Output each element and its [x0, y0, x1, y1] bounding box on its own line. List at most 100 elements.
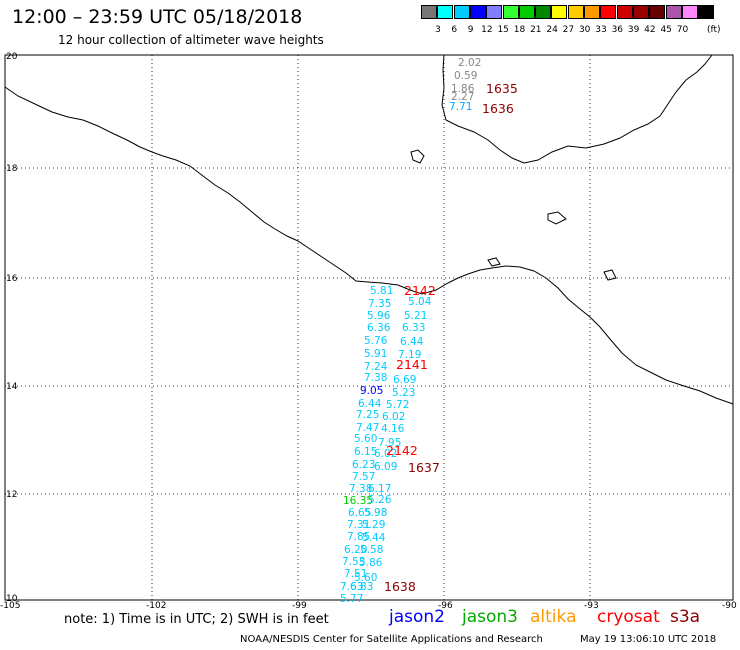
wave-value: 6.65 — [348, 507, 372, 519]
wave-value: 6.17 — [368, 483, 392, 495]
scale-label: 30 — [578, 25, 591, 35]
wave-value: 6.09 — [374, 461, 398, 473]
island-3 — [487, 257, 501, 267]
island-1 — [410, 149, 425, 164]
pass-label: 1637 — [408, 460, 440, 475]
lon-tick-label: -99 — [292, 601, 307, 611]
wave-value: 5.96 — [367, 310, 391, 322]
wave-value: 7.85 — [347, 531, 371, 543]
scale-swatch — [535, 5, 552, 19]
scale-swatch — [616, 5, 633, 19]
wave-value: 6.33 — [402, 322, 426, 334]
lon-tick-label: -93 — [584, 601, 599, 611]
scale-swatch — [421, 5, 437, 19]
scale-label: 15 — [497, 25, 509, 35]
wave-value: 7.51 — [344, 568, 368, 580]
scale-label: 33 — [595, 25, 607, 35]
wave-value: 5.23 — [392, 387, 416, 399]
wave-value: 5.72 — [386, 399, 410, 411]
wave-value: 7.35 — [368, 298, 392, 310]
wave-value: 7.95 — [378, 437, 402, 449]
wave-value: 6.69 — [393, 374, 417, 386]
wave-value: 5.60 — [354, 572, 378, 584]
scale-swatch — [600, 5, 617, 19]
scale-label: 24 — [546, 25, 558, 35]
wave-value: 5.86 — [359, 557, 383, 569]
lat-tick-label: 12 — [6, 490, 18, 500]
scale-label: 42 — [644, 25, 656, 35]
lon-tick-label: -105 — [0, 601, 21, 611]
lat-tick-label: 10 — [6, 594, 18, 604]
wave-value: 16.35 — [343, 495, 374, 507]
island-2 — [547, 211, 567, 225]
map-border — [4, 54, 734, 601]
scale-swatch — [632, 5, 649, 19]
pass-label: 1638 — [384, 579, 416, 594]
wave-value: 7.38 — [364, 372, 388, 384]
satellite-name: cryosat — [597, 607, 660, 627]
satellite-name: jason2 — [389, 607, 445, 627]
scale-label: 18 — [513, 25, 526, 35]
scale-swatch — [681, 5, 698, 19]
wave-value: 6.44 — [358, 398, 382, 410]
coastline-gulf — [441, 54, 713, 164]
graticule — [5, 55, 733, 600]
wave-value: 4.16 — [381, 423, 405, 435]
satellite-name: jason3 — [462, 607, 518, 627]
pass-label: 2142 — [404, 283, 436, 298]
satellite-name: altika — [530, 607, 577, 627]
scale-label: 70 — [676, 25, 689, 35]
wave-value: 1.86 — [451, 83, 475, 95]
pass-label: 2142 — [386, 443, 418, 458]
wave-value: 5.21 — [404, 310, 428, 322]
wave-value: 7.31 — [347, 519, 371, 531]
wave-value: 5.81 — [370, 285, 394, 297]
lat-tick-label: 18 — [6, 164, 18, 174]
wave-value: 6.20 — [344, 544, 368, 556]
scale-swatch — [551, 5, 568, 19]
island-4 — [603, 269, 617, 281]
scale-unit: (ft) — [707, 25, 721, 35]
wave-value: 5.60 — [354, 433, 378, 445]
scale-label: 6 — [451, 25, 458, 35]
scale-label: 36 — [611, 25, 624, 35]
scale-label: 39 — [627, 25, 640, 35]
lon-tick-label: -96 — [438, 601, 453, 611]
pass-label: 1636 — [482, 101, 514, 116]
scale-swatch — [486, 5, 503, 19]
pass-label: 2141 — [396, 357, 428, 372]
wave-value: 5.04 — [408, 296, 432, 308]
wave-value: 5.26 — [368, 494, 392, 506]
pass-label: 1635 — [486, 81, 518, 96]
scale-label: 9 — [467, 25, 474, 35]
note-text: note: 1) Time is in UTC; 2) SWH is in fe… — [64, 612, 329, 627]
wave-value: 5.44 — [362, 532, 386, 544]
scale-swatch — [518, 5, 535, 19]
map-title: 12:00 – 23:59 UTC 05/18/2018 — [12, 6, 303, 28]
wave-value: 5.58 — [360, 544, 384, 556]
wave-value: 7.47 — [356, 422, 380, 434]
scale-swatch — [567, 5, 584, 19]
wave-value: 6.44 — [400, 336, 424, 348]
scale-swatch — [698, 5, 715, 19]
wave-value: 6.23 — [352, 459, 376, 471]
wave-value: 7.19 — [398, 349, 422, 361]
wave-value: 5.98 — [364, 507, 388, 519]
credit-text: NOAA/NESDIS Center for Satellite Applica… — [240, 634, 543, 645]
wave-value: 6.02 — [382, 411, 406, 423]
wave-value: 6.15 — [354, 446, 378, 458]
wave-value: 7.63 — [340, 581, 364, 593]
wave-value: 6.02 — [374, 448, 398, 460]
scale-swatch — [469, 5, 486, 19]
wave-value: 7.71 — [449, 101, 473, 113]
wave-value: 5.76 — [364, 335, 388, 347]
scale-label: 21 — [530, 25, 542, 35]
wave-value: 7.25 — [356, 409, 380, 421]
wave-value: 0.59 — [454, 70, 478, 82]
wave-value: 9.05 — [360, 385, 384, 397]
wave-value: 7.24 — [364, 361, 388, 373]
wave-value: 7.53 — [342, 556, 366, 568]
timestamp-text: May 19 13:06:10 UTC 2018 — [580, 634, 717, 645]
scale-label: 12 — [481, 25, 493, 35]
